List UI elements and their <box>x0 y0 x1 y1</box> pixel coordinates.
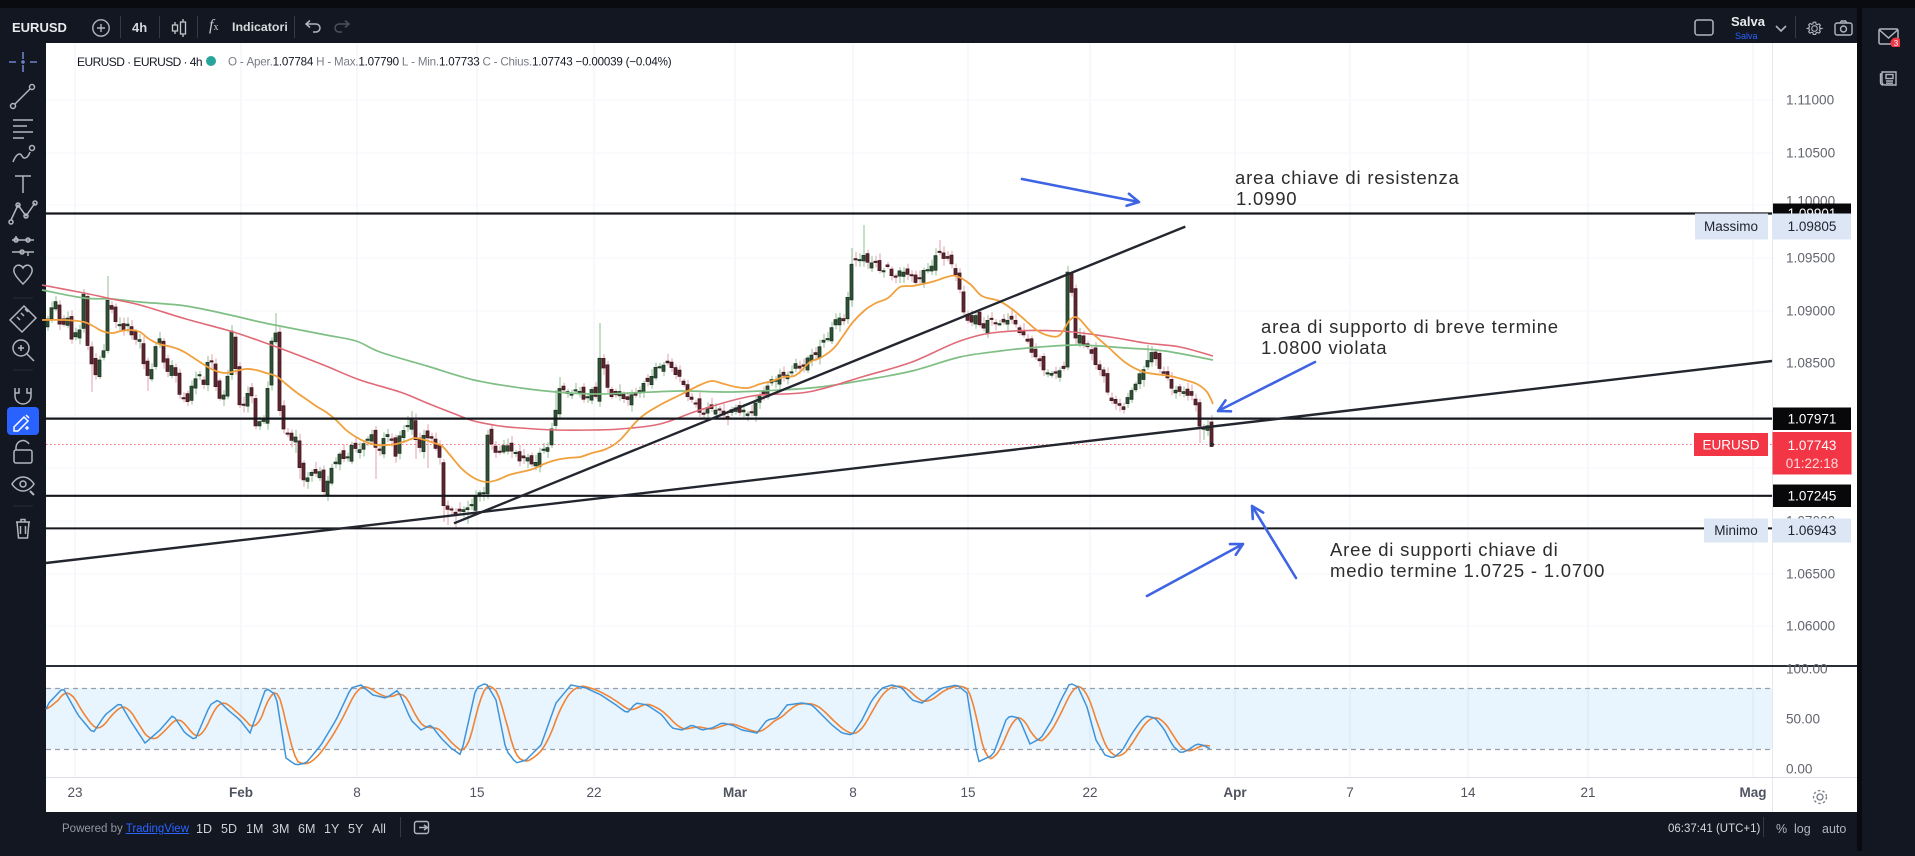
svg-text:1.07245: 1.07245 <box>1788 489 1837 504</box>
svg-text:21: 21 <box>1580 785 1595 800</box>
svg-text:O - Aper.1.07784 H - Max.1.077: O - Aper.1.07784 H - Max.1.07790 L - Min… <box>228 56 672 69</box>
svg-text:14: 14 <box>1460 785 1476 800</box>
svg-text:Feb: Feb <box>229 785 253 800</box>
svg-text:1.0800 violata: 1.0800 violata <box>1261 337 1387 358</box>
svg-text:22: 22 <box>1082 785 1097 800</box>
svg-text:area di supporto di breve term: area di supporto di breve termine <box>1261 316 1559 337</box>
svg-text:1.07971: 1.07971 <box>1788 412 1837 427</box>
svg-text:1.06500: 1.06500 <box>1786 567 1836 582</box>
svg-text:22: 22 <box>586 785 601 800</box>
svg-text:1.07743: 1.07743 <box>1788 438 1837 453</box>
svg-text:1.0990: 1.0990 <box>1236 188 1297 209</box>
svg-text:0.00: 0.00 <box>1786 762 1813 777</box>
svg-text:Aree di supporti chiave di: Aree di supporti chiave di <box>1330 539 1559 560</box>
svg-text:3: 3 <box>1894 39 1899 47</box>
svg-text:Massimo: Massimo <box>1704 219 1758 234</box>
svg-text:1.09000: 1.09000 <box>1786 304 1836 319</box>
svg-text:8: 8 <box>353 785 361 800</box>
svg-text:15: 15 <box>960 785 975 800</box>
svg-text:8: 8 <box>849 785 857 800</box>
svg-text:1.06943: 1.06943 <box>1788 523 1837 538</box>
svg-text:01:22:18: 01:22:18 <box>1786 456 1839 471</box>
svg-text:Minimo: Minimo <box>1714 523 1758 538</box>
svg-text:15: 15 <box>469 785 484 800</box>
svg-text:100.00: 100.00 <box>1786 662 1828 677</box>
svg-text:Apr: Apr <box>1223 785 1247 800</box>
svg-text:1.06000: 1.06000 <box>1786 619 1836 634</box>
svg-text:1.10500: 1.10500 <box>1786 146 1836 161</box>
svg-text:50.00: 50.00 <box>1786 712 1820 727</box>
svg-text:7: 7 <box>1346 785 1354 800</box>
svg-text:Mag: Mag <box>1740 785 1767 800</box>
svg-text:area chiave di resistenza: area chiave di resistenza <box>1235 167 1460 188</box>
svg-text:1.08500: 1.08500 <box>1786 356 1836 371</box>
svg-text:23: 23 <box>67 785 82 800</box>
svg-text:medio termine 1.0725 - 1.0700: medio termine 1.0725 - 1.0700 <box>1330 560 1605 581</box>
svg-text:EURUSD: EURUSD <box>1702 438 1759 453</box>
svg-text:Mar: Mar <box>723 785 748 800</box>
svg-text:1.09500: 1.09500 <box>1786 251 1836 266</box>
svg-text:EURUSD · EURUSD · 4h: EURUSD · EURUSD · 4h <box>77 55 202 69</box>
svg-text:1.09805: 1.09805 <box>1788 219 1837 234</box>
svg-text:1.11000: 1.11000 <box>1786 93 1835 108</box>
